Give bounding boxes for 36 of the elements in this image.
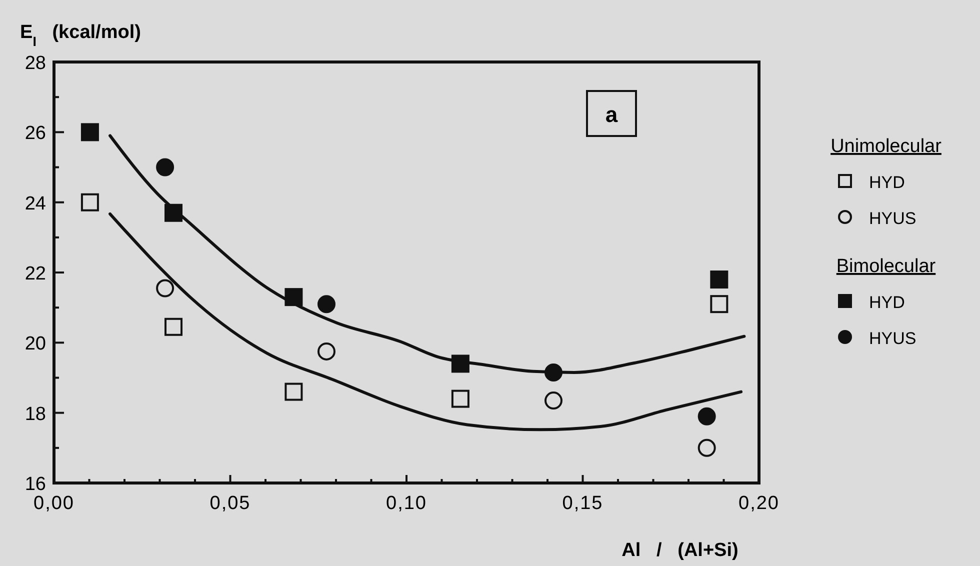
point (156, 158, 174, 176)
point (451, 390, 470, 408)
point (80, 193, 99, 212)
point (156, 279, 174, 298)
point (698, 407, 716, 426)
point (284, 382, 303, 401)
x-tick-label: 0,10 (386, 493, 427, 514)
x-tick-label: 0,15 (562, 493, 604, 514)
point (164, 318, 182, 336)
point (317, 342, 336, 360)
point (710, 295, 728, 314)
y-tick-label: 24 (24, 193, 46, 214)
point (544, 392, 562, 410)
y-tick-label: 16 (24, 474, 46, 495)
y-axis-title: E$_{I}$ (kcal/mol) (20, 22, 141, 48)
point (698, 438, 716, 457)
x-tick-label: 0,20 (738, 493, 780, 514)
line-series (108, 212, 743, 432)
legend-label: HYUS (869, 209, 916, 228)
y-tick-label: 28 (24, 53, 46, 74)
x-tick-label: 0,00 (34, 493, 74, 514)
x-tick-label: 0,05 (210, 493, 251, 514)
point (317, 295, 336, 314)
annotation: a (605, 102, 618, 127)
x-axis-title: Al / (Al+Si) (622, 540, 738, 561)
legend-label: HYUS (869, 329, 916, 348)
y-tick-label: 22 (24, 264, 46, 284)
text: Bimolecular (836, 256, 936, 277)
y-tick-label: 20 (24, 334, 46, 355)
y-tick-label: 26 (24, 123, 46, 144)
y-tick-label: 18 (24, 404, 46, 425)
text: Unimolecular (830, 136, 942, 157)
legend-label: HYD (869, 173, 905, 192)
point (80, 123, 99, 142)
point (710, 270, 728, 289)
legend-label: HYD (869, 293, 905, 312)
